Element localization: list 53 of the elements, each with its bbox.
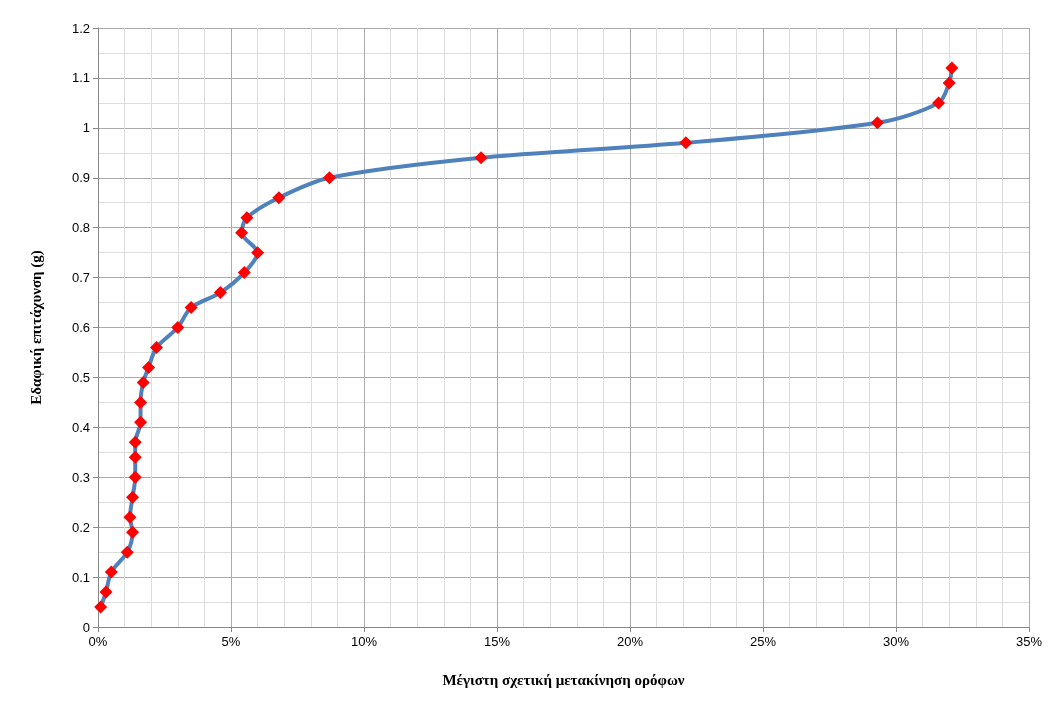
x-tick-label: 35%	[1015, 634, 1043, 649]
point	[237, 266, 251, 280]
y-tick-label: 0.1	[71, 569, 90, 585]
y-tick-label: 0.4	[71, 419, 90, 435]
point	[870, 116, 884, 130]
x-axis-title: Μέγιστη σχετική μετακίνηση ορόφων	[442, 671, 685, 688]
point	[123, 510, 137, 524]
x-tick-label: 25%	[749, 634, 777, 649]
y-tick-label: 0	[82, 619, 90, 635]
point	[120, 545, 134, 559]
point	[235, 226, 249, 240]
point	[213, 286, 227, 300]
y-tick-label: 0.9	[71, 170, 90, 186]
x-tick-label: 30%	[882, 634, 910, 649]
x-tick-label: 20%	[616, 634, 644, 649]
y-tick-label: 0.2	[71, 519, 90, 535]
y-tick-label: 0.7	[71, 270, 90, 286]
point	[126, 525, 140, 539]
point	[272, 191, 286, 205]
point	[128, 470, 142, 484]
point	[932, 96, 946, 110]
point	[945, 61, 959, 75]
y-axis-title: Εδαφική επιτάχυνση (g)	[27, 250, 45, 405]
point	[251, 246, 265, 260]
y-tick-label: 0.8	[71, 220, 90, 236]
y-tick-label: 1	[82, 120, 90, 136]
point	[150, 340, 164, 354]
x-tick-label: 10%	[350, 634, 378, 649]
y-tick-label: 1.1	[71, 70, 90, 86]
point	[171, 321, 185, 334]
x-tick-label: 0%	[88, 634, 108, 649]
y-tick-label: 0.6	[71, 320, 90, 335]
point	[128, 435, 142, 449]
point	[128, 450, 142, 464]
point	[184, 301, 198, 315]
point	[474, 151, 488, 165]
point	[136, 375, 150, 389]
point	[104, 565, 118, 579]
point	[134, 395, 148, 409]
x-tick-label: 5%	[221, 634, 241, 649]
point	[679, 136, 693, 150]
y-tick-label: 1.2	[71, 20, 90, 36]
point	[94, 600, 108, 614]
point	[99, 585, 113, 599]
y-tick-label: 0.5	[71, 369, 90, 385]
point	[134, 415, 148, 429]
y-tick-label: 0.3	[71, 469, 90, 485]
point	[322, 171, 336, 185]
point	[126, 490, 140, 504]
point	[142, 360, 156, 374]
point	[240, 211, 254, 225]
point	[942, 76, 956, 90]
x-tick-label: 15%	[483, 634, 511, 649]
